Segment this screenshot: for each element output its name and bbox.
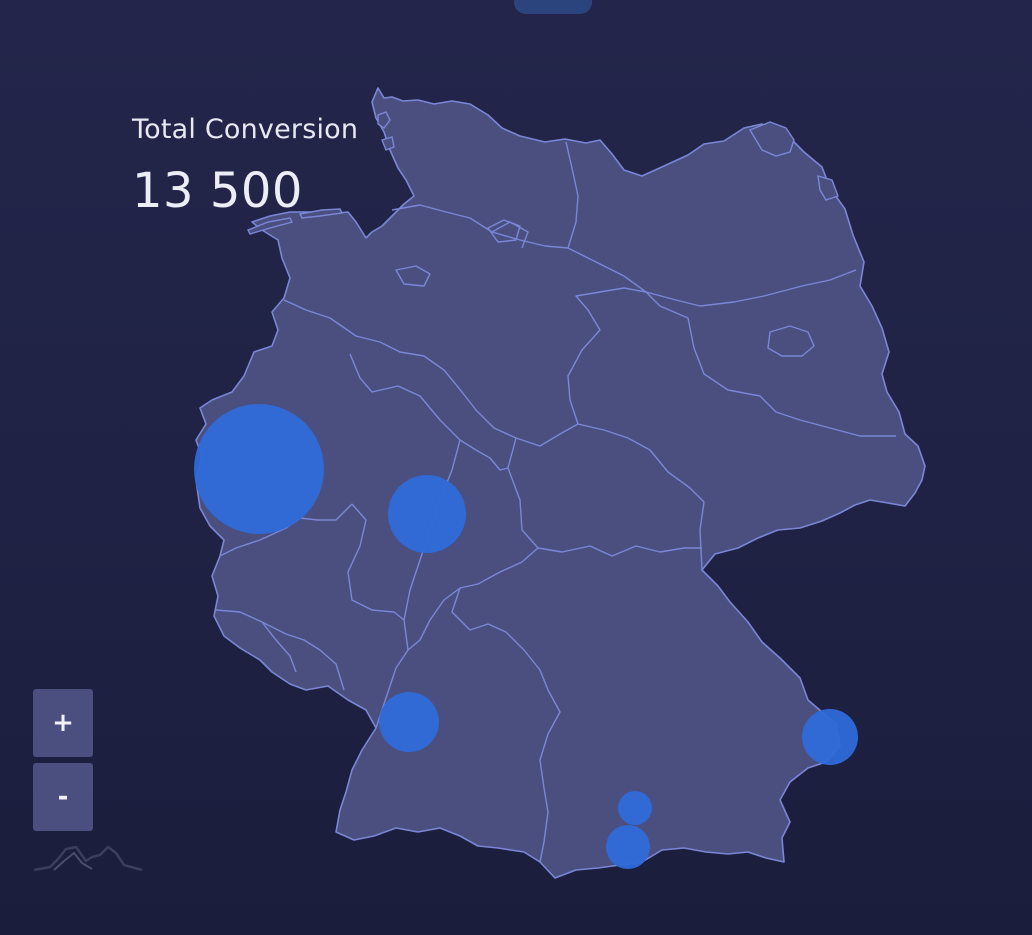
berlin-border xyxy=(767,325,815,357)
zoom-in-button[interactable]: + xyxy=(33,689,93,757)
state-border-5 xyxy=(567,287,647,425)
bubble-alps-region[interactable] xyxy=(606,825,650,869)
state-border-13 xyxy=(451,547,561,863)
state-border-4 xyxy=(283,299,579,447)
state-border-9 xyxy=(349,353,509,471)
state-border-8 xyxy=(507,437,702,557)
usedom-island xyxy=(817,175,839,201)
frisian-island-1 xyxy=(247,217,294,235)
total-conversion-panel: Total Conversion 13 500 xyxy=(132,114,358,219)
bubble-munich-region[interactable] xyxy=(618,791,652,825)
bubble-stuttgart-region[interactable] xyxy=(379,692,439,752)
mountain-logo-icon xyxy=(34,845,143,872)
state-border-14 xyxy=(407,587,461,651)
rugen-island xyxy=(748,121,795,157)
germany-shape[interactable] xyxy=(195,87,926,879)
bubble-cologne-region[interactable] xyxy=(194,404,324,534)
state-border-1 xyxy=(391,204,857,307)
bubble-frankfurt-region[interactable] xyxy=(388,475,466,553)
top-handle[interactable] xyxy=(514,0,592,14)
bremen-border xyxy=(395,265,431,287)
state-border-7 xyxy=(577,423,705,571)
state-border-6 xyxy=(645,291,896,437)
state-border-2 xyxy=(565,141,579,249)
north-island-2 xyxy=(381,136,395,151)
total-conversion-value: 13 500 xyxy=(132,163,303,219)
frisian-island-2 xyxy=(298,208,344,219)
saarland-border xyxy=(261,621,297,673)
total-conversion-label: Total Conversion xyxy=(132,114,359,145)
state-border-15 xyxy=(215,609,345,691)
zoom-out-button[interactable]: - xyxy=(33,763,93,831)
north-island-1 xyxy=(377,111,391,129)
bubble-passau-region[interactable] xyxy=(802,709,858,765)
state-border-12 xyxy=(347,503,405,621)
hamburg-border xyxy=(487,219,521,243)
